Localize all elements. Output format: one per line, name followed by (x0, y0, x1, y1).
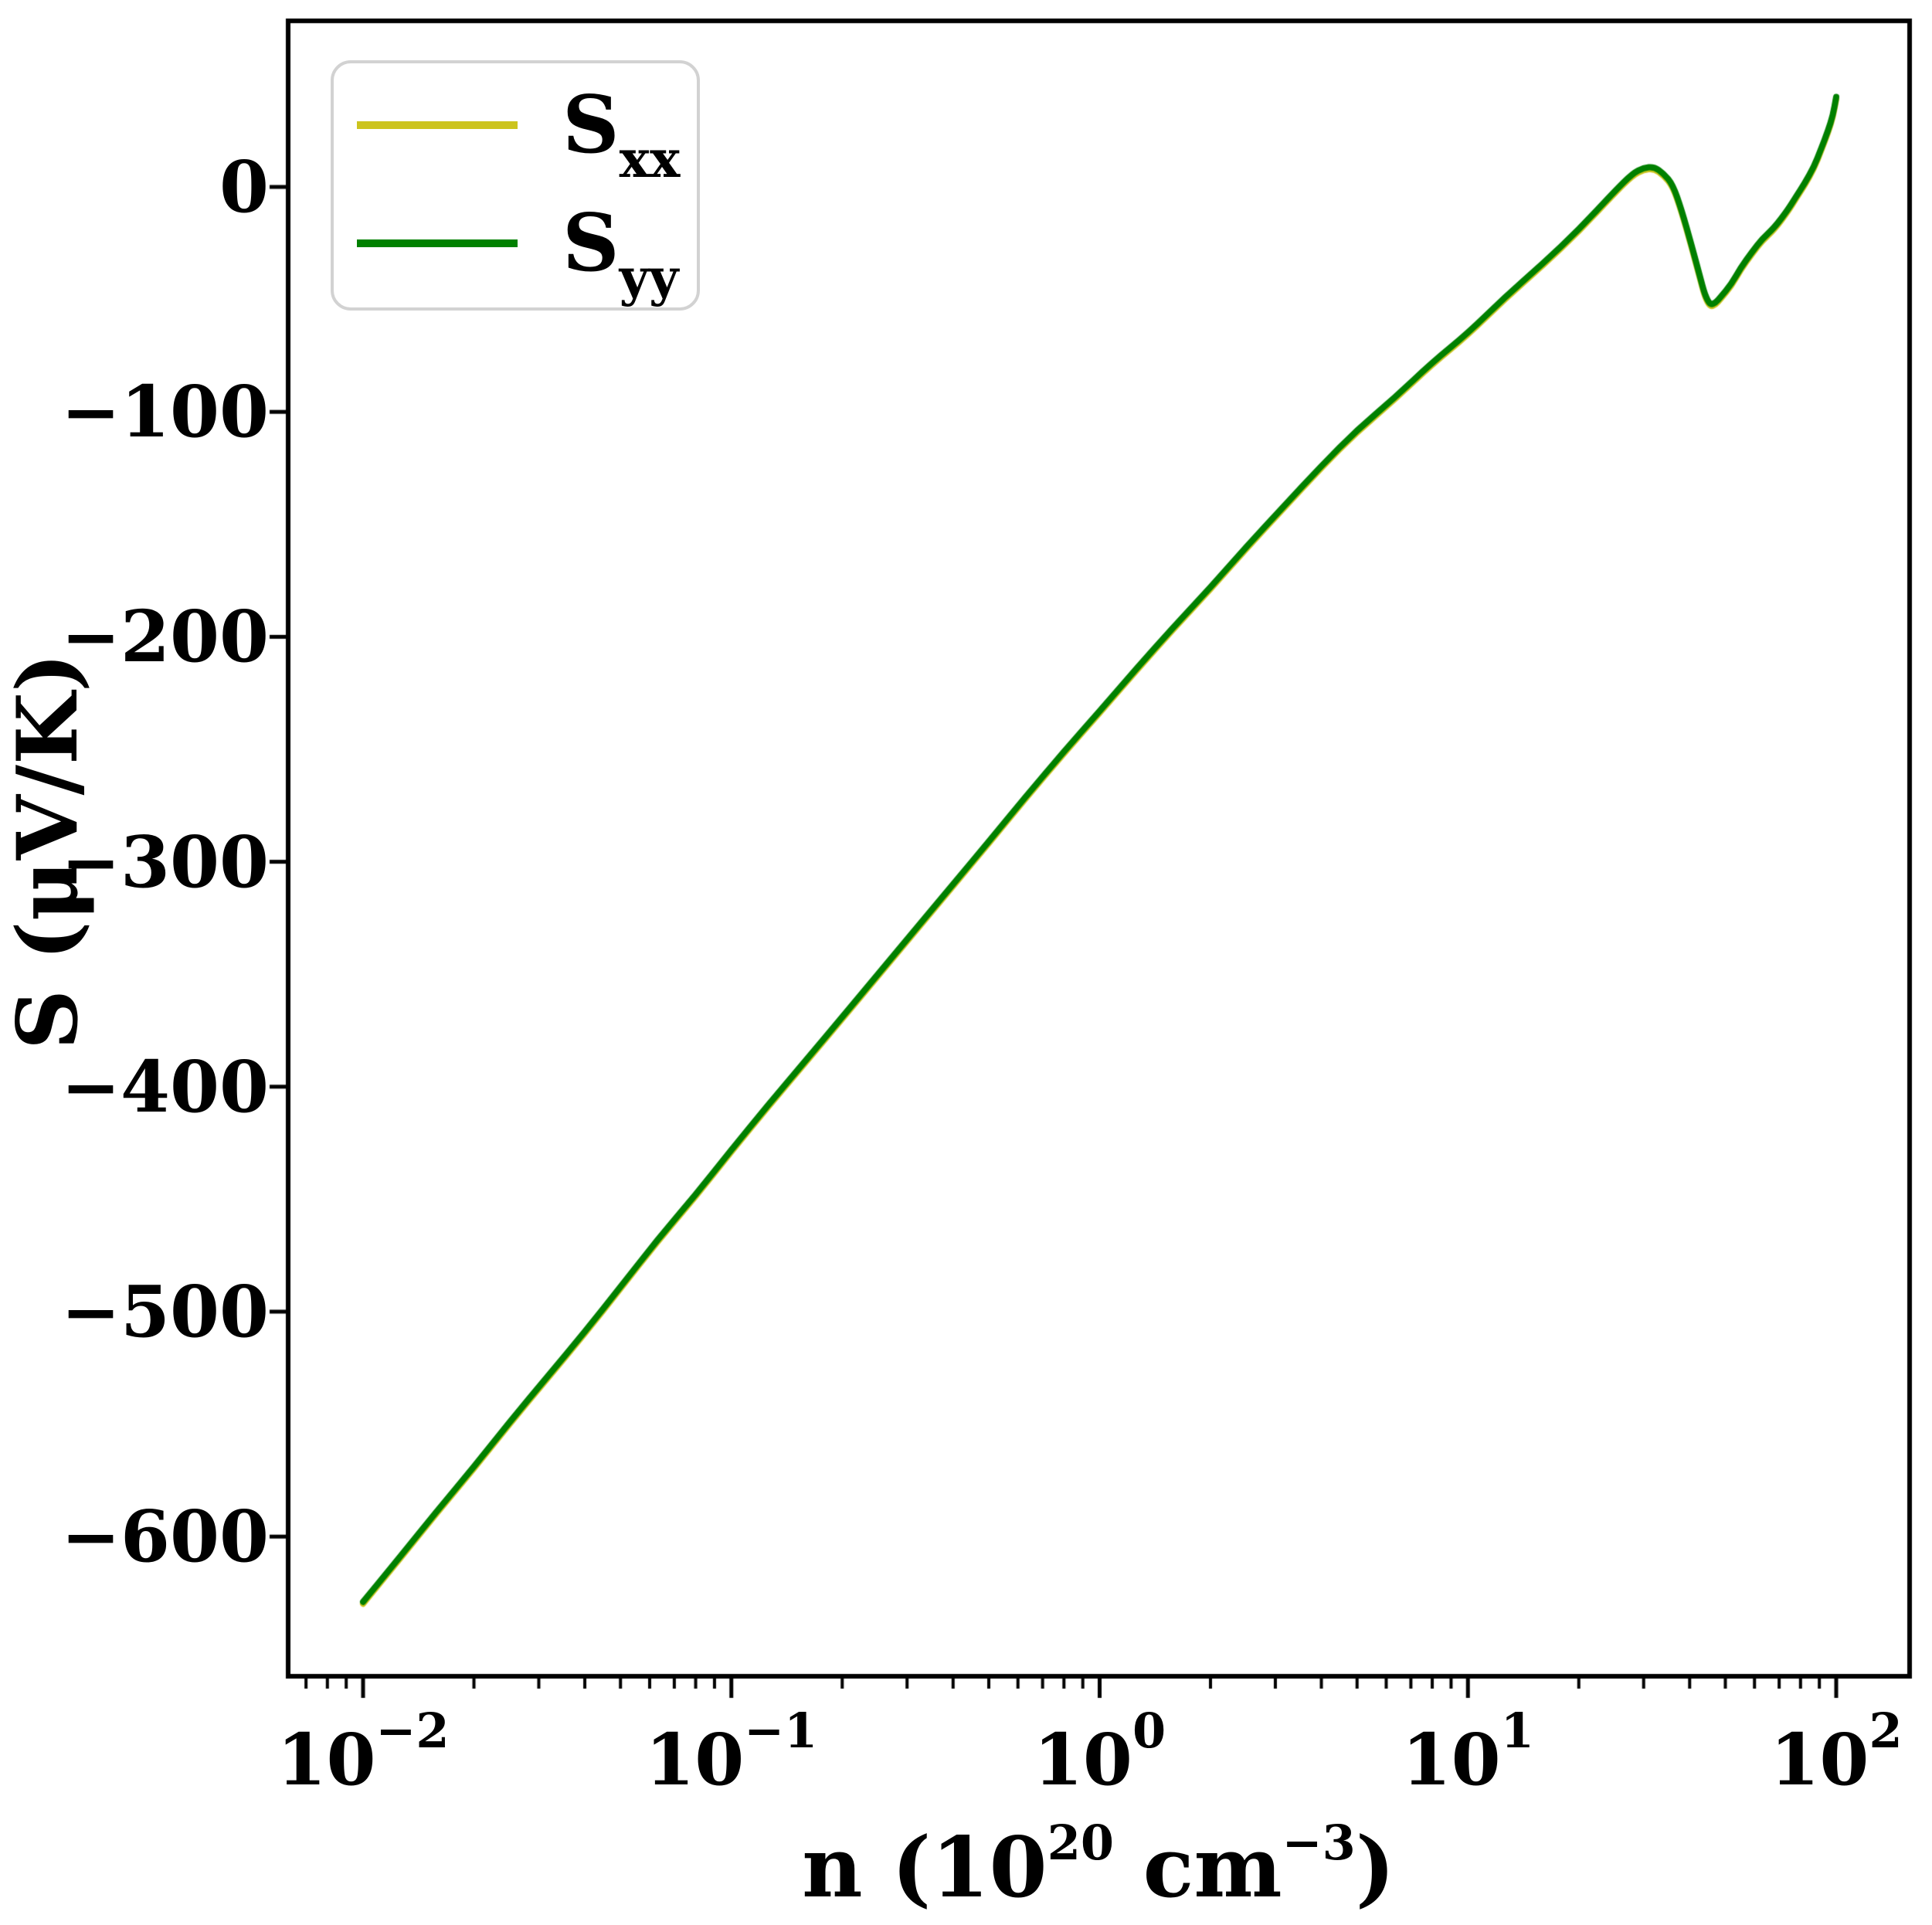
x-axis-label-exponent: 20 (1047, 1815, 1114, 1871)
y-tick-label: −500 (60, 1270, 269, 1353)
syy-line-swatch (357, 239, 518, 247)
y-tick-label: −400 (60, 1044, 269, 1129)
x-axis-label-pre: n (10 (802, 1819, 1047, 1917)
x-axis-label: n (1020 cm−3) (802, 1819, 1395, 1910)
x-axis-label-post: ) (1355, 1819, 1395, 1917)
y-tick-label: −300 (60, 820, 269, 904)
x-axis-label-exponent2: −3 (1282, 1815, 1356, 1871)
y-tick-label: −600 (60, 1495, 269, 1579)
legend-label-sxx: Sxx (562, 79, 681, 189)
y-tick-label: 0 (219, 145, 269, 229)
legend: Sxx Syy (331, 60, 700, 311)
x-tick-label: 10−1 (645, 1703, 818, 1801)
sxx-line-swatch (357, 121, 518, 129)
x-tick-label: 100 (1033, 1703, 1166, 1801)
x-axis-label-mid: cm (1113, 1819, 1282, 1917)
y-tick-label: −200 (60, 595, 269, 679)
x-tick-label: 10−2 (277, 1703, 450, 1801)
y-tick-label: −100 (60, 370, 269, 454)
legend-item-syy: Syy (334, 185, 697, 307)
legend-item-sxx: Sxx (334, 67, 697, 189)
x-tick-label: 101 (1401, 1703, 1534, 1801)
legend-label-syy: Syy (562, 197, 679, 307)
x-tick-label: 102 (1770, 1703, 1903, 1801)
